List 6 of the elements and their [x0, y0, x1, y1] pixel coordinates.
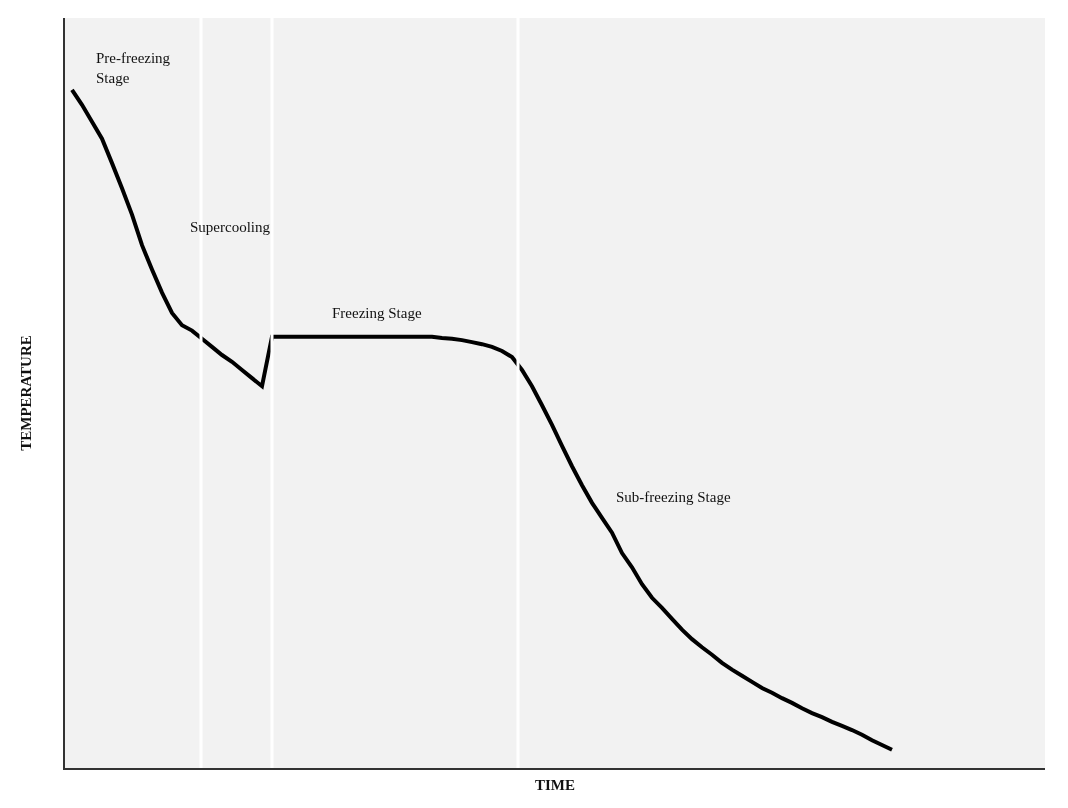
- x-axis-title: TIME: [534, 776, 576, 793]
- y-axis-title: TEMPERATURE: [17, 335, 34, 451]
- annotation: Sub-freezing Stage: [616, 489, 731, 505]
- text: Pre-freezing Stage: [96, 50, 171, 86]
- annotation: Supercooling: [190, 219, 271, 235]
- annotation: Freezing Stage: [332, 305, 422, 321]
